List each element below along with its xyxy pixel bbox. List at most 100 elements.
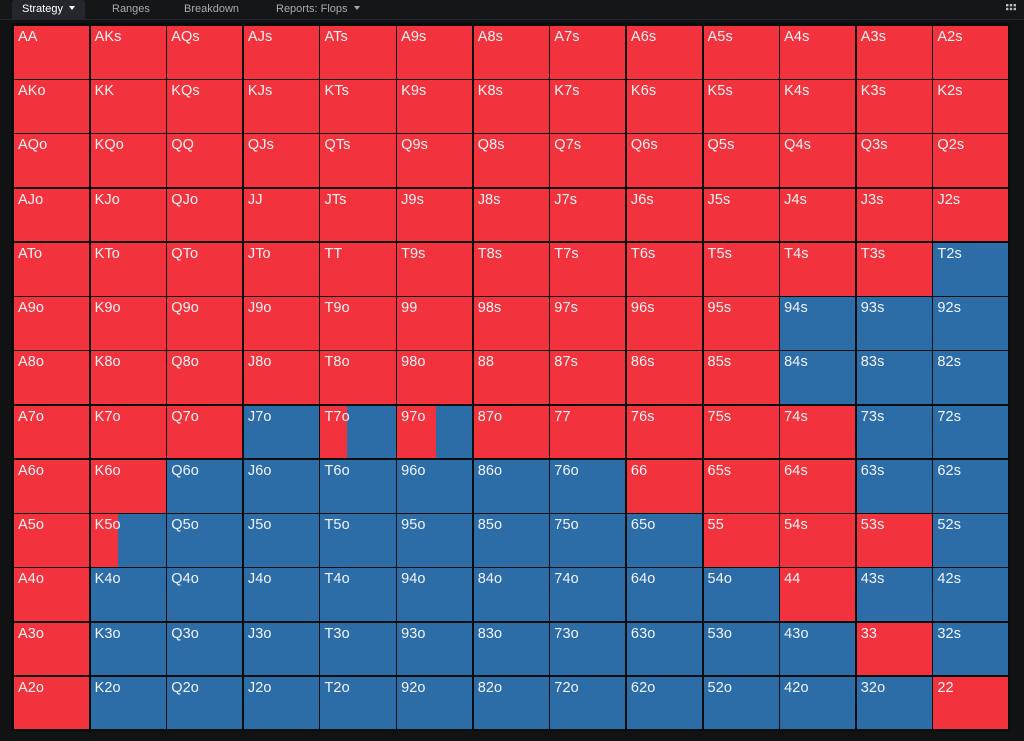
- hand-cell[interactable]: JJ: [242, 187, 320, 243]
- hand-cell[interactable]: K8s: [472, 79, 550, 134]
- tab-breakdown[interactable]: Breakdown: [184, 0, 239, 19]
- hand-cell[interactable]: 32o: [855, 675, 933, 731]
- hand-cell[interactable]: T8o: [319, 350, 397, 406]
- hand-cell[interactable]: A2o: [13, 675, 91, 731]
- hand-cell[interactable]: 72o: [549, 675, 627, 731]
- hand-cell[interactable]: 98o: [396, 350, 474, 406]
- hand-cell[interactable]: Q8o: [166, 350, 244, 406]
- hand-cell[interactable]: 96o: [396, 458, 474, 514]
- hand-cell[interactable]: 62s: [932, 458, 1010, 514]
- hand-cell[interactable]: T7s: [549, 241, 627, 297]
- hand-cell[interactable]: ATo: [13, 241, 91, 297]
- hand-cell[interactable]: 42o: [779, 675, 857, 731]
- tab-strategy[interactable]: Strategy: [12, 0, 85, 19]
- hand-cell[interactable]: 65o: [625, 513, 704, 568]
- hand-cell[interactable]: A9o: [13, 296, 91, 351]
- hand-cell[interactable]: 84o: [472, 567, 550, 623]
- hand-cell[interactable]: J8s: [472, 187, 550, 243]
- hand-cell[interactable]: K6o: [89, 458, 167, 514]
- hand-cell[interactable]: 86s: [625, 350, 704, 406]
- hand-cell[interactable]: QTs: [319, 133, 397, 189]
- hand-cell[interactable]: T9s: [396, 241, 474, 297]
- hand-cell[interactable]: Q8s: [472, 133, 550, 189]
- hand-cell[interactable]: 92s: [932, 296, 1010, 351]
- hand-cell[interactable]: J6s: [625, 187, 704, 243]
- hand-cell[interactable]: Q3o: [166, 621, 244, 677]
- hand-cell[interactable]: J4o: [242, 567, 320, 623]
- hand-cell[interactable]: 85o: [472, 513, 550, 568]
- hand-cell[interactable]: K4o: [89, 567, 167, 623]
- hand-cell[interactable]: A8s: [472, 25, 550, 80]
- hand-cell[interactable]: T5s: [702, 241, 780, 297]
- hand-cell[interactable]: J7s: [549, 187, 627, 243]
- hand-cell[interactable]: Q2s: [932, 133, 1010, 189]
- hand-cell[interactable]: Q5s: [702, 133, 780, 189]
- hand-cell[interactable]: 95o: [396, 513, 474, 568]
- hand-cell[interactable]: 84s: [779, 350, 857, 406]
- hand-cell[interactable]: K6s: [625, 79, 704, 134]
- hand-cell[interactable]: A5o: [13, 513, 91, 568]
- hand-cell[interactable]: 54o: [702, 567, 780, 623]
- hand-cell[interactable]: JTo: [242, 241, 320, 297]
- hand-cell[interactable]: T5o: [319, 513, 397, 568]
- hand-cell[interactable]: TT: [319, 241, 397, 297]
- hand-cell[interactable]: Q4s: [779, 133, 857, 189]
- hand-cell[interactable]: J7o: [242, 404, 320, 460]
- hand-cell[interactable]: 88: [472, 350, 550, 406]
- hand-cell[interactable]: 53s: [855, 513, 933, 568]
- hand-cell[interactable]: K9s: [396, 79, 474, 134]
- hand-cell[interactable]: 55: [702, 513, 780, 568]
- hand-cell[interactable]: K4s: [779, 79, 857, 134]
- hand-cell[interactable]: AKs: [89, 25, 167, 80]
- hand-cell[interactable]: 85s: [702, 350, 780, 406]
- hand-cell[interactable]: J8o: [242, 350, 320, 406]
- hand-cell[interactable]: J5o: [242, 513, 320, 568]
- hand-cell[interactable]: 64o: [625, 567, 704, 623]
- hand-cell[interactable]: Q7s: [549, 133, 627, 189]
- hand-cell[interactable]: 99: [396, 296, 474, 351]
- hand-cell[interactable]: T2s: [932, 241, 1010, 297]
- hand-cell[interactable]: Q7o: [166, 404, 244, 460]
- hand-cell[interactable]: 64s: [779, 458, 857, 514]
- hand-cell[interactable]: A7o: [13, 404, 91, 460]
- hand-cell[interactable]: K5s: [702, 79, 780, 134]
- hand-cell[interactable]: 98s: [472, 296, 550, 351]
- hand-cell[interactable]: T3s: [855, 241, 933, 297]
- hand-cell[interactable]: 93o: [396, 621, 474, 677]
- hand-cell[interactable]: K3s: [855, 79, 933, 134]
- hand-cell[interactable]: 66: [625, 458, 704, 514]
- hand-cell[interactable]: Q9o: [166, 296, 244, 351]
- hand-cell[interactable]: J9o: [242, 296, 320, 351]
- hand-cell[interactable]: A3s: [855, 25, 933, 80]
- hand-cell[interactable]: QQ: [166, 133, 244, 189]
- hand-cell[interactable]: 62o: [625, 675, 704, 731]
- hand-cell[interactable]: QTo: [166, 241, 244, 297]
- hand-cell[interactable]: 83s: [855, 350, 933, 406]
- hand-cell[interactable]: A6o: [13, 458, 91, 514]
- hand-cell[interactable]: K8o: [89, 350, 167, 406]
- hand-cell[interactable]: 74s: [779, 404, 857, 460]
- hand-cell[interactable]: 42s: [932, 567, 1010, 623]
- hand-cell[interactable]: A7s: [549, 25, 627, 80]
- hand-cell[interactable]: QJo: [166, 187, 244, 243]
- hand-cell[interactable]: J3o: [242, 621, 320, 677]
- hand-cell[interactable]: 96s: [625, 296, 704, 351]
- hand-cell[interactable]: 93s: [855, 296, 933, 351]
- hand-cell[interactable]: KTo: [89, 241, 167, 297]
- hand-cell[interactable]: ATs: [319, 25, 397, 80]
- hand-cell[interactable]: 87o: [472, 404, 550, 460]
- hand-cell[interactable]: AQo: [13, 133, 91, 189]
- hand-cell[interactable]: J4s: [779, 187, 857, 243]
- hand-cell[interactable]: 74o: [549, 567, 627, 623]
- hand-cell[interactable]: A6s: [625, 25, 704, 80]
- hand-cell[interactable]: 65s: [702, 458, 780, 514]
- hand-cell[interactable]: 44: [779, 567, 857, 623]
- hand-cell[interactable]: K2s: [932, 79, 1010, 134]
- hand-cell[interactable]: T8s: [472, 241, 550, 297]
- hand-cell[interactable]: J6o: [242, 458, 320, 514]
- hand-cell[interactable]: KQo: [89, 133, 167, 189]
- hand-cell[interactable]: 32s: [932, 621, 1010, 677]
- hand-cell[interactable]: 83o: [472, 621, 550, 677]
- hand-cell[interactable]: Q9s: [396, 133, 474, 189]
- hand-cell[interactable]: Q5o: [166, 513, 244, 568]
